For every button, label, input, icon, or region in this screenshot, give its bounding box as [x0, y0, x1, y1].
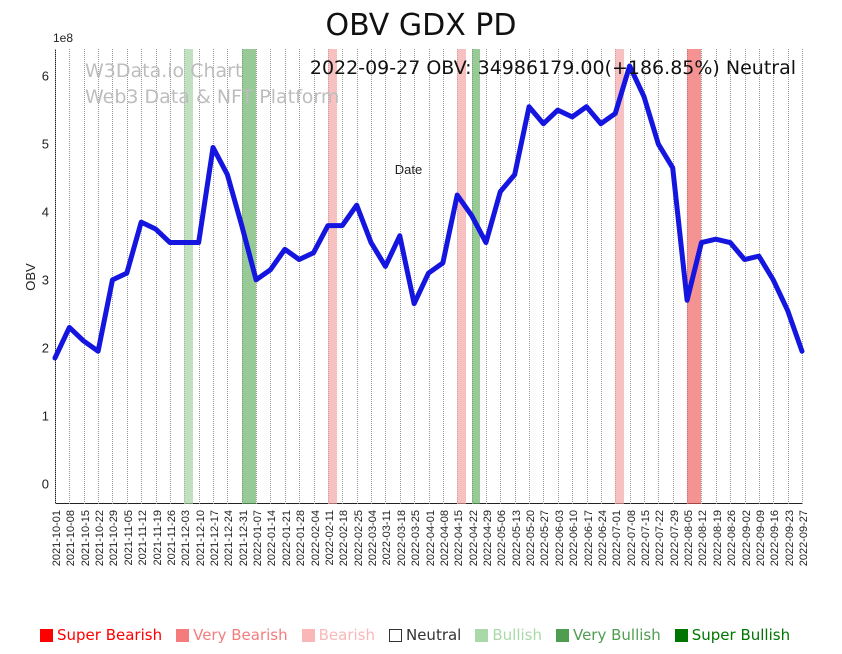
- legend-item-very-bullish: Very Bullish: [556, 626, 661, 644]
- x-label-2022-02-11: 2022-02-11: [324, 510, 336, 565]
- x-label-2022-02-04: 2022-02-04: [310, 510, 322, 566]
- x-label-2022-01-28: 2022-01-28: [295, 510, 307, 566]
- obv-annotation: 2022-09-27 OBV: 34986179.00(+186.85%) Ne…: [310, 57, 796, 79]
- x-label-2021-10-29: 2021-10-29: [108, 510, 120, 566]
- x-label-2021-10-15: 2021-10-15: [80, 510, 92, 566]
- legend-swatch-1: [176, 629, 189, 642]
- y-tick-1: 1: [42, 408, 49, 423]
- x-axis-title: Date: [55, 162, 762, 177]
- legend-label-6: Super Bullish: [692, 626, 790, 644]
- x-label-2022-06-03: 2022-06-03: [554, 510, 566, 566]
- legend-swatch-4: [475, 629, 488, 642]
- x-label-2022-09-16: 2022-09-16: [769, 510, 781, 566]
- x-label-2022-06-24: 2022-06-24: [597, 510, 609, 566]
- x-label-2022-09-02: 2022-09-02: [741, 510, 753, 566]
- x-label-2022-08-12: 2022-08-12: [697, 510, 709, 566]
- x-label-2022-04-15: 2022-04-15: [453, 510, 465, 566]
- x-label-2022-09-23: 2022-09-23: [784, 510, 796, 566]
- x-label-2022-02-18: 2022-02-18: [338, 510, 350, 566]
- x-label-2022-08-05: 2022-08-05: [683, 510, 695, 566]
- x-label-2022-05-13: 2022-05-13: [511, 510, 523, 566]
- x-label-2022-01-21: 2022-01-21: [281, 510, 293, 566]
- x-label-2021-12-24: 2021-12-24: [223, 510, 235, 566]
- legend-swatch-5: [556, 629, 569, 642]
- x-label-2022-07-01: 2022-07-01: [611, 510, 623, 566]
- x-label-2021-11-05: 2021-11-05: [123, 510, 135, 565]
- legend-swatch-0: [40, 629, 53, 642]
- x-label-2022-01-14: 2022-01-14: [266, 510, 278, 566]
- y-tick-3: 3: [42, 272, 49, 287]
- x-label-2021-11-12: 2021-11-12: [137, 510, 149, 565]
- legend-label-2: Bearish: [319, 626, 375, 644]
- x-label-2021-12-03: 2021-12-03: [180, 510, 192, 566]
- x-label-2022-07-29: 2022-07-29: [669, 510, 681, 566]
- y-tick-0: 0: [42, 476, 49, 491]
- x-label-2022-08-19: 2022-08-19: [712, 510, 724, 566]
- x-label-2022-04-01: 2022-04-01: [425, 510, 437, 566]
- legend-swatch-2: [302, 629, 315, 642]
- x-axis-labels-container: 2021-10-01 2021-10-08 2021-10-15 2021-10-22…: [55, 504, 802, 614]
- x-label-2022-04-22: 2022-04-22: [468, 510, 480, 566]
- x-label-2021-10-08: 2021-10-08: [65, 510, 77, 566]
- x-label-2022-01-07: 2022-01-07: [252, 510, 264, 566]
- gridline-2022-09-27: [802, 49, 803, 504]
- x-label-2022-03-04: 2022-03-04: [367, 510, 379, 566]
- x-label-2021-12-10: 2021-12-10: [195, 510, 207, 566]
- x-label-2022-03-11: 2022-03-11: [381, 510, 393, 565]
- x-label-2022-02-25: 2022-02-25: [353, 510, 365, 566]
- x-label-2022-08-26: 2022-08-26: [726, 510, 738, 566]
- legend-label-4: Bullish: [492, 626, 542, 644]
- legend-item-bearish: Bearish: [302, 626, 375, 644]
- legend-item-bullish: Bullish: [475, 626, 542, 644]
- legend-swatch-6: [675, 629, 688, 642]
- y-tick-5: 5: [42, 137, 49, 152]
- legend-item-super-bullish: Super Bullish: [675, 626, 790, 644]
- x-label-2021-12-17: 2021-12-17: [209, 510, 221, 566]
- legend-label-1: Very Bearish: [193, 626, 288, 644]
- obv-line-chart: [55, 49, 802, 504]
- x-label-2021-11-26: 2021-11-26: [166, 510, 178, 565]
- x-label-2022-04-29: 2022-04-29: [482, 510, 494, 566]
- x-label-2022-05-27: 2022-05-27: [539, 510, 551, 566]
- x-label-2022-07-08: 2022-07-08: [626, 510, 638, 566]
- x-label-2022-06-10: 2022-06-10: [568, 510, 580, 566]
- x-label-2022-06-17: 2022-06-17: [583, 510, 595, 566]
- legend-swatch-3: [389, 629, 402, 642]
- legend-label-0: Super Bearish: [57, 626, 162, 644]
- x-label-2021-12-31: 2021-12-31: [238, 510, 250, 566]
- legend-item-neutral: Neutral: [389, 626, 461, 644]
- chart-title: OBV GDX PD: [0, 8, 842, 43]
- x-label-2022-07-15: 2022-07-15: [640, 510, 652, 566]
- legend-item-very-bearish: Very Bearish: [176, 626, 288, 644]
- legend-label-5: Very Bullish: [573, 626, 661, 644]
- plot-area: OBV 1e8 0123456 W3Data.io Chart Web3 Dat…: [55, 49, 802, 504]
- x-label-2022-05-20: 2022-05-20: [525, 510, 537, 566]
- x-label-2022-04-08: 2022-04-08: [439, 510, 451, 566]
- y-scale-label: 1e8: [53, 31, 73, 45]
- legend: Super Bearish Very Bearish Bearish Neutral B…: [40, 626, 822, 644]
- x-label-2021-11-19: 2021-11-19: [152, 510, 164, 565]
- legend-item-super-bearish: Super Bearish: [40, 626, 162, 644]
- x-label-2022-03-18: 2022-03-18: [396, 510, 408, 566]
- x-label-2022-09-27: 2022-09-27: [798, 510, 810, 566]
- y-tick-4: 4: [42, 204, 49, 219]
- x-label-2022-03-25: 2022-03-25: [410, 510, 422, 566]
- x-label-2022-07-22: 2022-07-22: [654, 510, 666, 566]
- y-ticks-container: 0 1 2 3 4 5 6: [27, 49, 53, 504]
- y-tick-2: 2: [42, 340, 49, 355]
- legend-label-3: Neutral: [406, 626, 461, 644]
- x-label-2022-05-06: 2022-05-06: [496, 510, 508, 566]
- x-label-2021-10-01: 2021-10-01: [51, 510, 63, 566]
- x-label-2021-10-22: 2021-10-22: [94, 510, 106, 566]
- x-label-2022-09-09: 2022-09-09: [755, 510, 767, 566]
- y-tick-6: 6: [42, 69, 49, 84]
